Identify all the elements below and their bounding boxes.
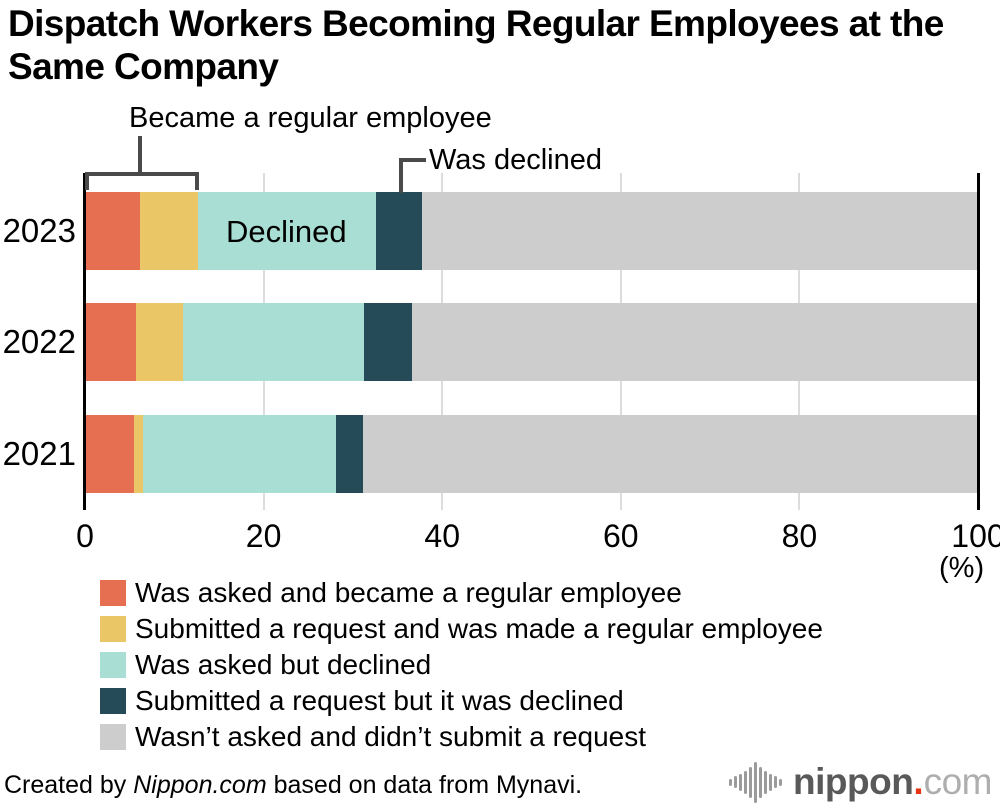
waveform-bar [759, 766, 763, 798]
waveform-bar [739, 773, 743, 791]
legend-swatch-teal [100, 651, 126, 678]
legend: Was asked and became a regular employee … [100, 577, 823, 752]
legend-label: Submitted a request but it was declined [135, 685, 624, 716]
waveform-bar [749, 766, 753, 798]
x-tick-label: 80 [781, 518, 818, 554]
waveform-bar [734, 776, 738, 788]
bar-segment [362, 415, 978, 493]
y-axis-line-right [977, 173, 980, 510]
waveform-bar [774, 776, 778, 788]
legend-swatch-yellow [100, 615, 126, 642]
legend-row: Wasn’t asked and didn’t submit a request [100, 721, 823, 752]
bar-segment [364, 303, 412, 381]
legend-label: Wasn’t asked and didn’t submit a request [135, 721, 647, 752]
legend-swatch-navy [100, 687, 126, 714]
legend-label: Was asked but declined [135, 649, 432, 680]
x-tick-label: 60 [603, 518, 639, 554]
logo-text-com: com [923, 761, 993, 802]
bar-row [85, 303, 978, 381]
bar-row [85, 192, 978, 270]
logo-text-nippon: nippon [793, 761, 914, 802]
callout-annotation-label: Was declined [429, 144, 603, 176]
page-title: Dispatch Workers Becoming Regular Employ… [8, 3, 944, 88]
bar-segment [376, 192, 422, 270]
bracket-stem-line [138, 136, 142, 176]
nippon-logo: nippon . com [729, 757, 993, 807]
x-tick-label: 20 [245, 518, 282, 554]
footer-suffix: based on data from Mynavi. [266, 771, 583, 799]
plot-area [83, 173, 980, 510]
waveform-bar [729, 778, 733, 786]
x-tick-label: 40 [424, 518, 460, 554]
bar-segment [85, 415, 135, 493]
bracket-annotation-label: Became a regular employee [129, 102, 492, 134]
category-label-2023: 2023 [2, 212, 76, 249]
bar-segment [335, 415, 363, 493]
category-label-2021: 2021 [2, 435, 76, 472]
waveform-bar [769, 773, 773, 791]
y-axis-line-left [83, 173, 86, 510]
legend-label: Was asked and became a regular employee [135, 577, 682, 608]
bar-segment [197, 192, 377, 270]
x-axis-tick-labels: 0 20 40 60 80 100 [76, 518, 1000, 554]
x-tick-label: 0 [76, 518, 94, 554]
legend-row: Was asked and became a regular employee [100, 577, 823, 608]
logo-red-dot: . [913, 761, 924, 802]
bar-segment [143, 415, 336, 493]
callout-line-vertical [399, 158, 403, 193]
legend-label: Submitted a request and was made a regul… [135, 613, 823, 644]
callout-line-horizontal [399, 158, 426, 162]
bar-segment [140, 192, 198, 270]
footer-source-name: Nippon.com [133, 771, 267, 799]
bar-segment [85, 192, 141, 270]
waveform-bar [779, 778, 783, 786]
bar-segment [421, 192, 978, 270]
waveform-bar [754, 761, 758, 803]
percent-unit-label: (%) [939, 552, 985, 584]
bracket-shape [85, 172, 199, 190]
bar-segment [411, 303, 978, 381]
x-tick-label: 100 [951, 518, 1000, 554]
footer-credit: Created by Nippon.com based on data from… [4, 771, 582, 800]
waveform-bar [744, 770, 748, 794]
bar-row [85, 415, 978, 493]
legend-row: Was asked but declined [100, 649, 823, 680]
bar-segment [134, 415, 144, 493]
inline-bar-label: Declined [226, 214, 347, 249]
legend-row: Submitted a request but it was declined [100, 685, 823, 716]
waveform-icon [729, 761, 783, 803]
bar-segment [183, 303, 365, 381]
legend-row: Submitted a request and was made a regul… [100, 613, 823, 644]
bar-segment [85, 303, 136, 381]
legend-swatch-gray [100, 723, 126, 750]
legend-swatch-orange [100, 579, 126, 606]
category-label-2022: 2022 [2, 323, 76, 360]
bar-segment [135, 303, 184, 381]
waveform-bar [764, 770, 768, 794]
footer-prefix: Created by [4, 771, 134, 799]
